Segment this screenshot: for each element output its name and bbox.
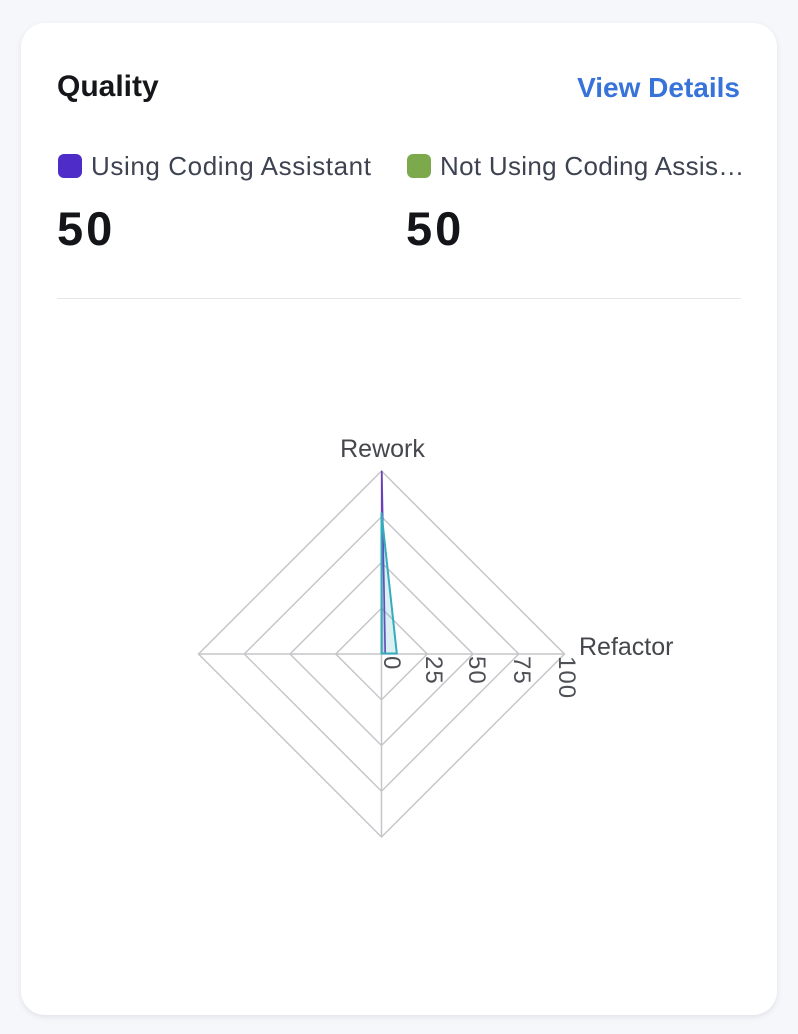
svg-text:50: 50 xyxy=(463,656,490,685)
svg-text:75: 75 xyxy=(508,656,535,685)
svg-text:25: 25 xyxy=(420,656,447,685)
svg-text:Rework: Rework xyxy=(340,435,425,463)
svg-text:Refactor: Refactor xyxy=(579,633,673,661)
svg-text:100: 100 xyxy=(553,656,580,699)
svg-text:0: 0 xyxy=(378,656,405,670)
